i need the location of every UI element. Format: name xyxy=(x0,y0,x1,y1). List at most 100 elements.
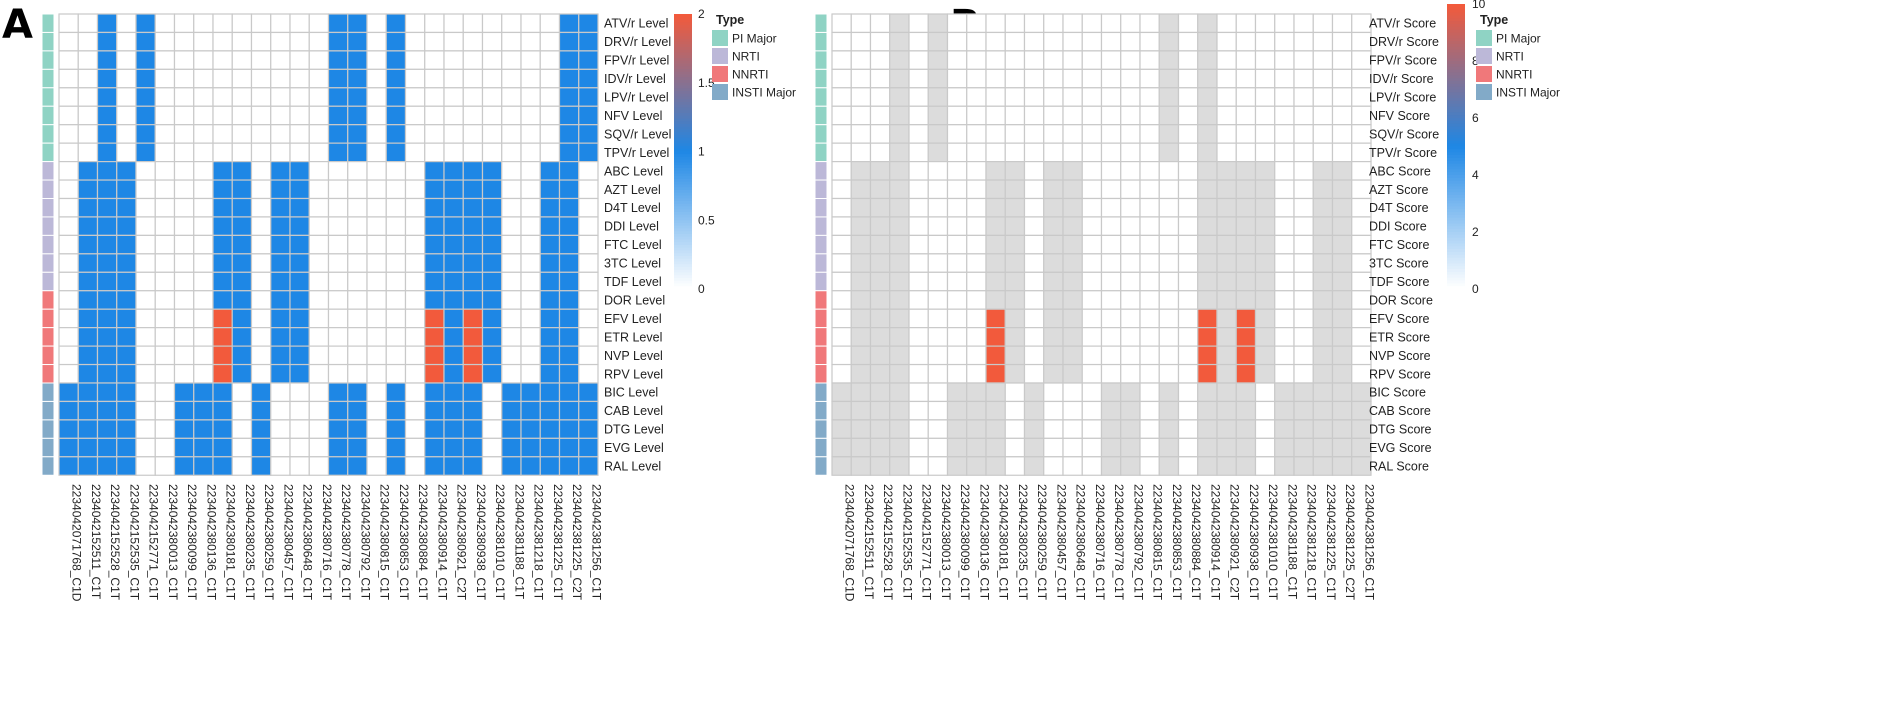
heatmap-cell xyxy=(1312,216,1334,236)
heatmap-cell xyxy=(289,271,310,292)
heatmap-cell xyxy=(1197,197,1218,218)
column-label: 2234042380938_C1T xyxy=(1247,484,1261,601)
colorbar-a: 21.510.50 xyxy=(674,7,715,296)
heatmap-cell xyxy=(1351,456,1372,476)
heatmap-cell xyxy=(135,253,156,273)
heatmap-cell xyxy=(501,87,522,107)
heatmap-cell xyxy=(231,419,253,439)
heatmap-cell xyxy=(173,363,195,384)
heatmap-cell xyxy=(1254,50,1276,70)
heatmap-cell xyxy=(327,327,349,347)
heatmap-cell xyxy=(250,437,272,458)
heatmap-cell xyxy=(850,142,872,163)
type-annotation-cell xyxy=(814,13,828,33)
heatmap-cell xyxy=(77,87,99,107)
heatmap-cell xyxy=(1043,161,1064,181)
heatmap-cell xyxy=(481,216,503,236)
heatmap-cell xyxy=(1331,13,1353,34)
heatmap-cell xyxy=(869,161,891,181)
colorbar-segment xyxy=(1447,200,1465,205)
heatmap-cell xyxy=(908,363,929,384)
colorbar-segment xyxy=(1447,206,1465,210)
heatmap-cell xyxy=(347,290,368,310)
heatmap-cell xyxy=(116,419,137,439)
heatmap-cell xyxy=(1100,271,1122,292)
type-annotation-cell xyxy=(41,31,55,52)
row-label: NVP Score xyxy=(1369,349,1431,363)
heatmap-cell xyxy=(1331,253,1353,273)
heatmap-cell xyxy=(327,290,349,310)
heatmap-cell xyxy=(1043,50,1064,70)
heatmap-cell xyxy=(308,327,330,347)
heatmap-cell xyxy=(424,179,445,200)
heatmap-cell xyxy=(77,345,99,366)
heatmap-cell xyxy=(927,87,949,107)
heatmap-cell xyxy=(558,50,580,70)
heatmap-cell xyxy=(1312,437,1334,458)
column-label: 2234042381218_C1T xyxy=(1305,484,1319,601)
heatmap-cell xyxy=(212,290,233,310)
type-annotation-cell xyxy=(41,124,55,144)
heatmap-cell xyxy=(58,161,79,181)
heatmap-cell xyxy=(1139,68,1160,89)
type-annotation-cell xyxy=(41,290,55,310)
colorbar-segment xyxy=(674,55,692,59)
heatmap-cell xyxy=(250,13,272,34)
heatmap-cell xyxy=(1331,271,1353,292)
heatmap-cell xyxy=(1293,382,1314,403)
heatmap-cell xyxy=(520,68,541,89)
heatmap-cell xyxy=(1062,290,1083,310)
heatmap-cell xyxy=(1216,437,1237,458)
heatmap-cell xyxy=(154,161,176,181)
legend-label: INSTI Major xyxy=(1496,86,1560,100)
colorbar-segment xyxy=(1447,129,1465,133)
column-label: 2234042380914_C1T xyxy=(435,484,449,601)
colorbar-segment xyxy=(1447,183,1465,187)
heatmap-cell xyxy=(850,50,872,70)
heatmap-cell xyxy=(1177,327,1199,347)
heatmap-cell xyxy=(424,327,445,347)
heatmap-cell xyxy=(520,50,541,70)
heatmap-cell xyxy=(908,308,929,329)
column-label: 2234042152511_C1T xyxy=(89,484,103,600)
heatmap-cell xyxy=(578,456,599,476)
heatmap-cell xyxy=(96,179,118,200)
heatmap-cell xyxy=(1081,363,1103,384)
heatmap-cell xyxy=(96,271,118,292)
legend-label: NRTI xyxy=(732,50,760,64)
heatmap-cell xyxy=(154,363,176,384)
heatmap-cell xyxy=(135,363,156,384)
heatmap-cell xyxy=(404,13,426,34)
heatmap-cell xyxy=(443,50,464,70)
colorbar-segment xyxy=(1447,46,1465,51)
colorbar-segment xyxy=(1447,194,1465,199)
heatmap-cell xyxy=(366,308,387,329)
type-annotation-cell xyxy=(814,50,828,70)
heatmap-cell xyxy=(985,400,1006,421)
heatmap-cell xyxy=(558,142,580,163)
heatmap-cell xyxy=(889,345,910,366)
heatmap-cell xyxy=(135,234,156,255)
heatmap-cell xyxy=(1081,179,1103,200)
colorbar-segment xyxy=(674,124,692,128)
heatmap-cell xyxy=(501,437,522,458)
heatmap-cell xyxy=(946,363,968,384)
heatmap-cell xyxy=(520,87,541,107)
heatmap-cell xyxy=(1177,50,1199,70)
heatmap-cell xyxy=(1062,253,1083,273)
colorbar-segment xyxy=(674,231,692,235)
heatmap-cell xyxy=(1081,124,1103,144)
heatmap-cell xyxy=(1197,13,1218,34)
heatmap-cell xyxy=(1312,13,1334,34)
heatmap-cell xyxy=(1274,124,1295,144)
colorbar-segment xyxy=(674,82,692,87)
heatmap-cell xyxy=(135,345,156,366)
legend-swatch xyxy=(712,48,728,64)
heatmap-cell xyxy=(1158,400,1180,421)
heatmap-cell xyxy=(558,308,580,329)
heatmap-cell xyxy=(1331,308,1353,329)
heatmap-cell xyxy=(270,400,291,421)
heatmap-cell xyxy=(1158,87,1180,107)
heatmap-cell xyxy=(1274,87,1295,107)
heatmap-cell xyxy=(1139,253,1160,273)
